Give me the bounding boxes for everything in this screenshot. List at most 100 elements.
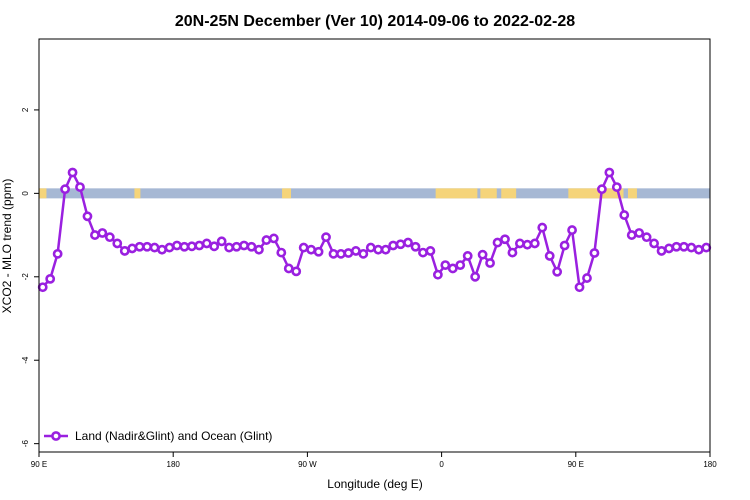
y-tick-label: 2 xyxy=(21,107,30,112)
data-point xyxy=(418,247,428,258)
data-point xyxy=(544,251,555,261)
data-point xyxy=(291,266,302,277)
data-point xyxy=(604,167,615,178)
data-point xyxy=(559,240,570,251)
data-point xyxy=(470,271,481,282)
data-point xyxy=(67,167,78,178)
land-patch xyxy=(568,188,624,199)
land-patch xyxy=(39,188,47,199)
data-point xyxy=(701,242,712,253)
data-point xyxy=(611,182,622,192)
data-point xyxy=(432,269,443,280)
data-point xyxy=(395,239,406,250)
data-point xyxy=(410,241,421,252)
x-tick-label: 90 W xyxy=(298,460,317,469)
data-point xyxy=(321,232,331,243)
data-point xyxy=(224,242,235,253)
land-patch xyxy=(501,188,517,199)
y-tick-label: 0 xyxy=(21,191,30,196)
data-point xyxy=(179,241,190,252)
data-point xyxy=(514,238,525,249)
data-point xyxy=(440,260,451,271)
data-point xyxy=(306,244,317,255)
data-point xyxy=(201,238,212,249)
data-point xyxy=(693,244,704,255)
data-point xyxy=(619,210,630,220)
data-point xyxy=(358,248,369,259)
data-point xyxy=(261,235,272,245)
zero-band xyxy=(39,188,710,199)
data-point xyxy=(574,282,585,293)
data-point xyxy=(209,241,220,252)
data-point xyxy=(589,248,600,258)
plot-frame xyxy=(38,38,711,453)
data-point xyxy=(403,237,413,248)
y-tick-label: -6 xyxy=(21,440,30,448)
data-point xyxy=(582,273,592,283)
data-point xyxy=(447,263,458,274)
data-point xyxy=(268,233,279,244)
land-patch xyxy=(435,188,478,199)
x-tick-label: 90 E xyxy=(31,460,47,469)
data-point xyxy=(52,248,63,259)
chart-title: 20N-25N December (Ver 10) 2014-09-06 to … xyxy=(175,13,575,30)
x-tick-label: 180 xyxy=(703,460,717,469)
data-point xyxy=(239,240,249,251)
data-point xyxy=(231,241,242,252)
data-point xyxy=(157,244,167,255)
data-point xyxy=(388,240,399,251)
data-point xyxy=(641,232,652,243)
data-point xyxy=(75,182,85,192)
data-point xyxy=(254,244,264,255)
land-patch xyxy=(480,188,497,199)
data-point xyxy=(328,248,339,259)
data-point xyxy=(686,242,697,253)
data-point xyxy=(45,273,56,284)
data-point xyxy=(537,222,548,233)
data-point xyxy=(313,246,324,257)
land-patch xyxy=(627,188,637,199)
data-point xyxy=(507,247,518,258)
data-point xyxy=(194,240,205,251)
data-point xyxy=(283,263,294,274)
data-point xyxy=(142,241,153,252)
data-point xyxy=(455,260,466,271)
legend-label: Land (Nadir&Glint) and Ocean (Glint) xyxy=(75,429,272,443)
data-point xyxy=(127,243,138,254)
x-axis-label: Longitude (deg E) xyxy=(327,477,422,491)
data-point xyxy=(82,211,93,222)
data-point xyxy=(492,237,503,248)
x-tick-label: 0 xyxy=(439,460,444,469)
data-point xyxy=(298,242,309,253)
data-point xyxy=(112,238,123,249)
data-point xyxy=(350,246,361,256)
data-point xyxy=(104,232,115,243)
data-point xyxy=(216,236,227,247)
data-point xyxy=(97,228,108,238)
data-point xyxy=(664,243,674,254)
data-point xyxy=(522,239,533,250)
data-point xyxy=(149,242,160,253)
data-point xyxy=(164,242,175,253)
data-point xyxy=(649,238,659,249)
data-point xyxy=(477,249,488,260)
data-point xyxy=(119,246,130,256)
data-point xyxy=(60,184,70,195)
data-point xyxy=(529,238,540,249)
data-point xyxy=(373,244,384,255)
data-point xyxy=(500,234,510,245)
y-tick-label: -4 xyxy=(21,356,30,364)
data-point xyxy=(679,241,689,252)
y-axis-label: XCO2 - MLO trend (ppm) xyxy=(0,179,14,314)
data-point xyxy=(172,240,182,251)
data-point xyxy=(37,282,48,293)
data-point xyxy=(380,244,391,255)
data-point xyxy=(596,184,607,195)
land-patch xyxy=(134,188,141,199)
data-point xyxy=(462,251,473,261)
data-point xyxy=(425,246,436,256)
data-point xyxy=(634,228,645,238)
data-point xyxy=(626,230,637,240)
data-point xyxy=(365,242,376,253)
